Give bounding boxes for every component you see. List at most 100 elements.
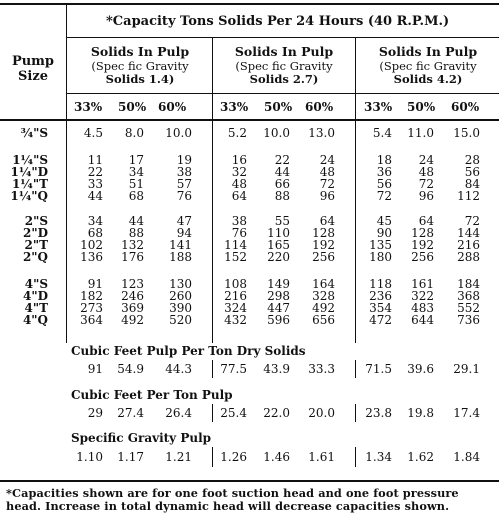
capacity-cell: 72 — [464, 214, 480, 228]
capacity-cell: 48 — [319, 165, 335, 179]
capacity-cell: 165 — [267, 238, 290, 252]
capacity-cell: 18 — [376, 153, 392, 167]
capacity-cell: 44 — [274, 165, 290, 179]
capacity-cell: 130 — [169, 277, 192, 291]
footnote-line2: head. Increase in total dynamic head wil… — [6, 499, 450, 513]
capacity-cell: 90 — [376, 226, 392, 240]
capacity-cell: 123 — [121, 277, 144, 291]
section-divider-1b — [212, 404, 213, 422]
capacity-cell: 64 — [418, 214, 434, 228]
section-divider-2a — [355, 360, 356, 378]
capacity-cell: 76 — [231, 226, 247, 240]
capacity-cell: 51 — [128, 177, 144, 191]
capacity-cell: 322 — [411, 289, 434, 303]
section-value-cell: 43.9 — [263, 362, 290, 376]
capacity-cell: 28 — [464, 153, 480, 167]
pump-size-label-line2: Size — [18, 69, 48, 84]
section-value-cell: 1.62 — [407, 450, 434, 464]
capacity-cell: 45 — [376, 214, 392, 228]
capacity-cell: 492 — [312, 301, 335, 315]
section-title: Cubic Feet Per Ton Pulp — [71, 388, 233, 402]
pump-size-cell: 1¼"S — [12, 153, 48, 167]
section-value-cell: 17.4 — [453, 406, 480, 420]
capacity-cell: 36 — [376, 165, 392, 179]
group-title: Solids In Pulp — [90, 44, 190, 59]
section-value-cell: 33.3 — [308, 362, 335, 376]
capacity-cell: 57 — [176, 177, 192, 191]
title-rule — [66, 37, 499, 38]
group-subtitle-line1: (Spec fic Gravity — [91, 59, 189, 73]
capacity-cell: 192 — [411, 238, 434, 252]
capacity-cell: 48 — [418, 165, 434, 179]
capacity-cell: 447 — [267, 301, 290, 315]
capacity-cell: 216 — [457, 238, 480, 252]
capacity-cell: 164 — [312, 277, 335, 291]
capacity-cell: 44 — [128, 214, 144, 228]
section-value-cell: 44.3 — [165, 362, 192, 376]
percent-header: 50% — [264, 100, 293, 114]
capacity-cell: 68 — [128, 189, 144, 203]
capacity-cell: 182 — [80, 289, 103, 303]
capacity-cell: 108 — [224, 277, 247, 291]
size-column-divider — [66, 5, 67, 343]
group-subtitle-line2: Solids 2.7) — [249, 72, 319, 86]
capacity-cell: 13.0 — [308, 126, 335, 140]
pump-size-cell: 1¼"T — [11, 177, 48, 191]
pump-size-cell: 4"S — [24, 277, 48, 291]
capacity-cell: 55 — [274, 214, 290, 228]
capacity-cell: 432 — [224, 313, 247, 327]
percent-header: 33% — [74, 100, 103, 114]
section-value-cell: 39.6 — [407, 362, 434, 376]
section-value-cell: 19.8 — [407, 406, 434, 420]
section-value-cell: 1.46 — [263, 450, 290, 464]
table-title: *Capacity Tons Solids Per 24 Hours (40 R… — [106, 14, 450, 29]
capacity-cell: 188 — [169, 250, 192, 264]
group-title: Solids In Pulp — [234, 44, 334, 59]
capacity-cell: 5.4 — [372, 126, 392, 140]
section-value-cell: 1.21 — [165, 450, 192, 464]
percent-header: 50% — [407, 100, 436, 114]
capacity-cell: 4.5 — [83, 126, 103, 140]
capacity-cell: 17 — [128, 153, 144, 167]
capacity-cell: 552 — [457, 301, 480, 315]
capacity-cell: 141 — [169, 238, 192, 252]
pump-size-cell: 2"Q — [22, 250, 48, 264]
top-rule — [0, 3, 499, 5]
capacity-cell: 76 — [176, 189, 192, 203]
pump-size-cell: 4"T — [24, 301, 48, 315]
capacity-cell: 22 — [87, 165, 103, 179]
section-title: Cubic Feet Pulp Per Ton Dry Solids — [71, 344, 306, 358]
capacity-cell: 390 — [169, 301, 192, 315]
section-divider-1a — [212, 360, 213, 378]
capacity-cell: 176 — [121, 250, 144, 264]
capacity-cell: 483 — [411, 301, 434, 315]
capacity-cell: 364 — [80, 313, 103, 327]
capacity-cell: 161 — [411, 277, 434, 291]
capacity-cell: 88 — [128, 226, 144, 240]
group-title: Solids In Pulp — [378, 44, 478, 59]
capacity-cell: 68 — [87, 226, 103, 240]
pump-size-cell: 2"S — [24, 214, 48, 228]
percent-header: 33% — [220, 100, 249, 114]
capacity-cell: 5.2 — [227, 126, 247, 140]
percent-header: 33% — [364, 100, 393, 114]
section-value-cell: 54.9 — [117, 362, 144, 376]
capacity-cell: 112 — [457, 189, 480, 203]
capacity-cell: 11 — [87, 153, 103, 167]
pump-size-cell: ¾"S — [20, 126, 48, 140]
section-value-cell: 27.4 — [117, 406, 144, 420]
capacity-cell: 84 — [464, 177, 480, 191]
capacity-cell: 66 — [274, 177, 290, 191]
pump-size-cell: 2"T — [24, 238, 48, 252]
capacity-cell: 132 — [121, 238, 144, 252]
group-divider-1 — [212, 38, 213, 343]
section-title: Specific Gravity Pulp — [71, 431, 212, 445]
capacity-cell: 88 — [274, 189, 290, 203]
capacity-cell: 72 — [418, 177, 434, 191]
section-value-cell: 22.0 — [263, 406, 290, 420]
capacity-cell: 91 — [87, 277, 103, 291]
capacity-cell: 64 — [231, 189, 247, 203]
capacity-cell: 644 — [411, 313, 434, 327]
capacity-cell: 236 — [369, 289, 392, 303]
capacity-cell: 56 — [464, 165, 480, 179]
